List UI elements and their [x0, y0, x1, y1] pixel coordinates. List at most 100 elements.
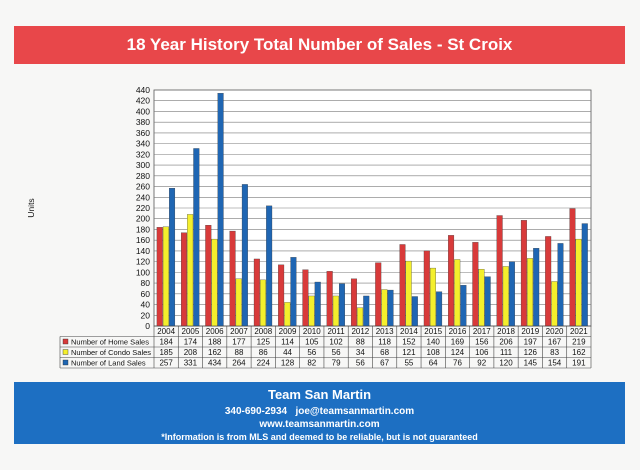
data-label: 102 — [329, 338, 343, 347]
data-label: 56 — [307, 348, 316, 357]
y-tick-label: 100 — [136, 267, 150, 277]
bar-number-of-condo-sales-2014 — [405, 260, 412, 327]
data-label: 79 — [332, 359, 341, 368]
bar-number-of-land-sales-2005 — [193, 148, 200, 327]
bar-number-of-home-sales-2009 — [278, 264, 285, 327]
y-tick-label: 260 — [136, 182, 150, 192]
data-label: 83 — [550, 348, 559, 357]
bar-number-of-home-sales-2011 — [326, 271, 333, 327]
bar-number-of-land-sales-2012 — [363, 295, 370, 327]
data-label: 156 — [475, 338, 489, 347]
y-tick-label: 280 — [136, 171, 150, 181]
x-tick-label: 2015 — [424, 327, 442, 336]
bar-number-of-home-sales-2019 — [520, 220, 527, 327]
bar-chart: 0204060801001201401601802002202402602803… — [26, 85, 592, 369]
data-label: 264 — [232, 359, 246, 368]
data-label: 185 — [159, 348, 173, 357]
data-label: 167 — [548, 338, 562, 347]
bar-number-of-condo-sales-2010 — [308, 295, 315, 327]
data-label: 88 — [235, 348, 244, 357]
x-tick-label: 2017 — [473, 327, 491, 336]
legend-label: Number of Land Sales — [71, 359, 146, 368]
footer-website[interactable]: www.teamsanmartin.com — [259, 419, 380, 430]
bar-number-of-condo-sales-2013 — [381, 289, 388, 327]
bar-number-of-condo-sales-2015 — [429, 267, 436, 327]
data-label: 145 — [524, 359, 538, 368]
x-tick-label: 2008 — [254, 327, 272, 336]
bar-number-of-land-sales-2019 — [533, 248, 540, 327]
legend-swatch — [62, 349, 69, 355]
y-tick-label: 120 — [136, 257, 150, 267]
data-label: 86 — [259, 348, 268, 357]
data-label: 124 — [451, 348, 465, 357]
y-tick-label: 20 — [141, 310, 151, 320]
x-tick-label: 2010 — [303, 327, 321, 336]
bar-number-of-home-sales-2004 — [156, 227, 163, 327]
chart-area: 0 20 40 60 80 100 120 140 160 180 200 220 240 260 280 3… — [14, 78, 625, 378]
data-label: 224 — [257, 359, 271, 368]
bar-number-of-land-sales-2015 — [436, 291, 443, 327]
data-label: 126 — [524, 348, 538, 357]
data-label: 118 — [378, 338, 391, 347]
bar-number-of-home-sales-2005 — [181, 232, 187, 327]
data-label: 128 — [281, 359, 295, 368]
bar-number-of-home-sales-2010 — [302, 269, 309, 327]
bar-number-of-home-sales-2007 — [229, 230, 236, 327]
data-label: 120 — [499, 359, 513, 368]
x-tick-label: 2019 — [521, 327, 539, 336]
data-label: 105 — [305, 338, 319, 347]
bar-number-of-home-sales-2021 — [569, 208, 576, 327]
bar-number-of-home-sales-2014 — [399, 244, 406, 327]
y-tick-label: 320 — [136, 149, 150, 159]
data-label: 140 — [427, 338, 441, 347]
bar-number-of-land-sales-2004 — [169, 188, 176, 327]
footer-phone: 340-690-2934 — [224, 406, 288, 417]
y-tick-label: 380 — [136, 117, 150, 127]
data-label: 64 — [429, 359, 438, 368]
footer-banner: Team San Martin 340-690-2934 joe@teamsan… — [14, 382, 625, 444]
y-tick-label: 440 — [136, 85, 150, 95]
data-label: 208 — [184, 348, 198, 357]
bar-number-of-home-sales-2013 — [375, 262, 382, 327]
legend-label: Number of Home Sales — [71, 338, 149, 347]
data-label: 177 — [232, 338, 246, 347]
data-label: 169 — [451, 338, 465, 347]
data-label: 219 — [572, 338, 586, 347]
data-label: 56 — [332, 348, 341, 357]
data-label: 154 — [548, 359, 562, 368]
y-tick-label: 200 — [136, 214, 150, 224]
y-tick-label: 140 — [136, 246, 150, 256]
x-tick-label: 2009 — [279, 327, 297, 336]
bar-number-of-condo-sales-2011 — [332, 295, 339, 327]
bar-number-of-land-sales-2018 — [508, 261, 515, 327]
data-label: 68 — [380, 348, 389, 357]
data-label: 111 — [500, 348, 513, 357]
bar-number-of-home-sales-2006 — [205, 225, 212, 327]
y-tick-label: 240 — [136, 192, 150, 202]
data-label: 174 — [184, 338, 198, 347]
data-label: 92 — [477, 359, 486, 368]
data-label: 88 — [356, 338, 365, 347]
bar-number-of-land-sales-2021 — [581, 223, 588, 327]
data-label: 206 — [499, 338, 513, 347]
bar-number-of-condo-sales-2019 — [527, 258, 534, 327]
data-label: 76 — [453, 359, 462, 368]
footer-email[interactable]: joe@teamsanmartin.com — [295, 406, 415, 417]
bar-number-of-land-sales-2010 — [314, 281, 321, 327]
y-tick-label: 160 — [136, 235, 150, 245]
bar-number-of-land-sales-2020 — [557, 243, 564, 327]
data-label: 257 — [159, 359, 173, 368]
bar-number-of-land-sales-2011 — [339, 283, 345, 327]
data-label: 121 — [402, 348, 416, 357]
data-label: 152 — [402, 338, 416, 347]
data-label: 114 — [281, 338, 294, 347]
y-tick-label: 40 — [141, 300, 151, 310]
chart-title: 18 Year History Total Number of Sales - … — [126, 35, 513, 54]
x-tick-label: 2021 — [570, 327, 588, 336]
footer-team-name: Team San Martin — [267, 387, 372, 402]
bar-number-of-condo-sales-2020 — [551, 281, 558, 327]
y-tick-label: 60 — [141, 289, 151, 299]
footer-contact: 340-690-2934 joe@teamsanmartin.com — [14, 406, 625, 417]
bar-number-of-land-sales-2007 — [241, 184, 248, 327]
